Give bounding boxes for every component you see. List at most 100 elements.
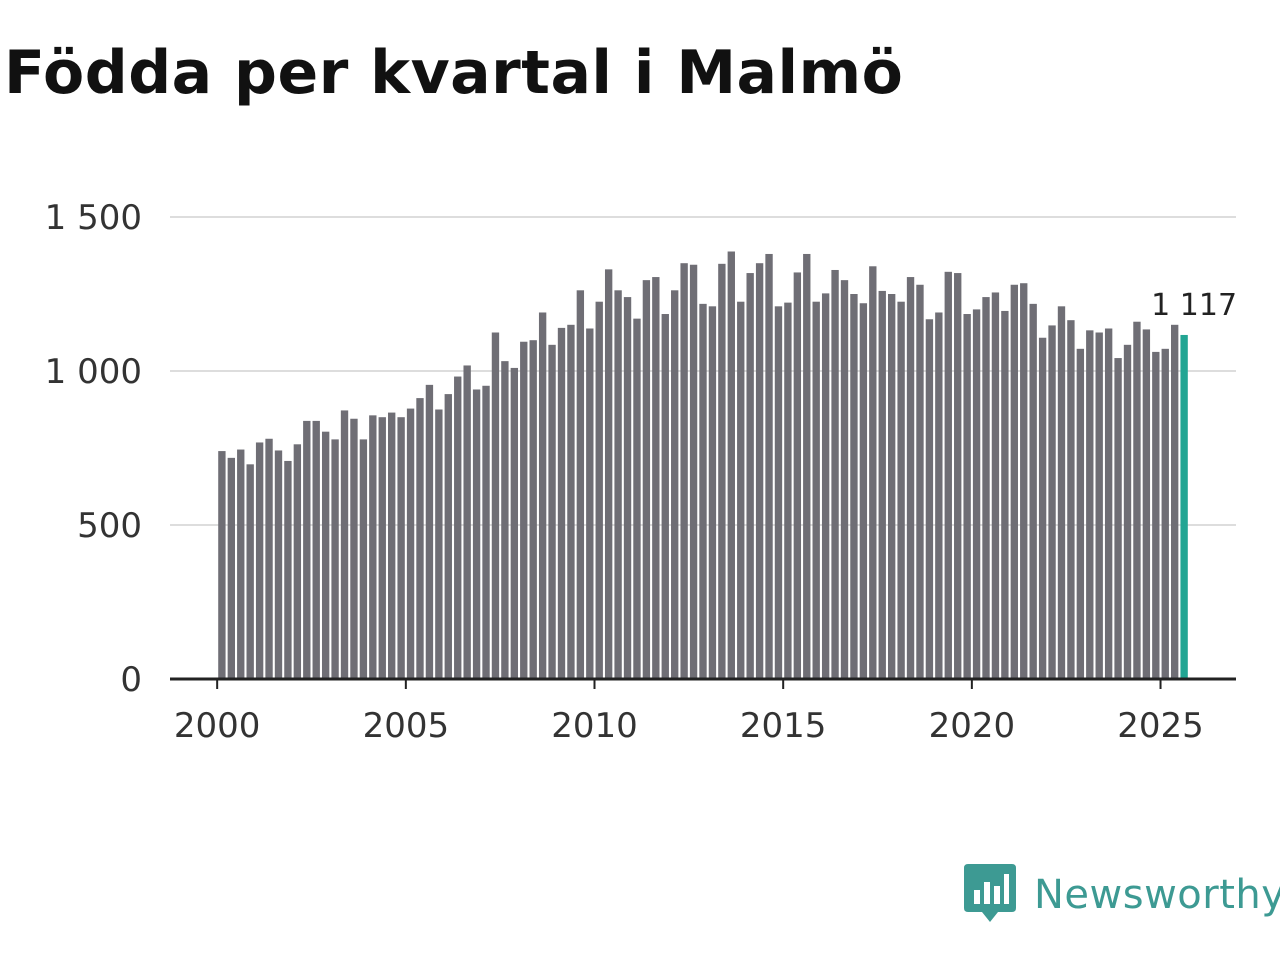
bar: [359, 439, 368, 679]
bar: [614, 290, 622, 679]
y-tick-label: 1 500: [45, 198, 142, 238]
bar: [340, 410, 349, 679]
bar: [831, 269, 839, 679]
bar: [718, 263, 726, 679]
bar: [1038, 337, 1047, 679]
bar: [1057, 306, 1066, 679]
bar: [1010, 284, 1018, 679]
bar: [284, 460, 292, 679]
bar: [944, 271, 952, 679]
bar: [567, 324, 575, 679]
bar-highlight: [1180, 334, 1188, 679]
bar: [510, 367, 519, 679]
bar: [331, 439, 339, 679]
bar: [472, 389, 481, 679]
bar: [218, 451, 226, 679]
bar: [1133, 321, 1141, 679]
y-tick-label: 500: [77, 506, 142, 546]
bar: [444, 394, 452, 679]
bar: [689, 264, 698, 679]
bar: [246, 464, 254, 679]
bar: [661, 314, 669, 679]
bar: [774, 306, 783, 679]
bar: [633, 318, 641, 679]
bar: [529, 340, 537, 679]
newsworthy-logo-text: Newsworthy: [1034, 872, 1280, 918]
bar: [482, 385, 490, 679]
bar: [265, 438, 273, 679]
y-tick-label: 1 000: [45, 352, 142, 392]
bar: [699, 303, 707, 679]
bar: [887, 294, 896, 679]
bar: [906, 277, 915, 679]
bar: [737, 301, 745, 679]
bar: [878, 290, 886, 679]
bar: [1171, 324, 1179, 679]
bar: [925, 319, 934, 679]
bar: [755, 263, 764, 679]
bar: [708, 306, 717, 679]
bar: [416, 398, 424, 679]
bar: [604, 269, 613, 679]
bar: [1001, 310, 1009, 679]
newsworthy-logo[interactable]: Newsworthy: [964, 864, 1280, 926]
x-tick-label: 2025: [1117, 706, 1204, 746]
bar: [1104, 328, 1113, 679]
bar: [538, 312, 547, 679]
bar: [378, 417, 386, 679]
bar: [1048, 325, 1056, 679]
bar: [680, 263, 688, 679]
bar: [369, 415, 377, 679]
axes: [170, 677, 1236, 689]
bar: [388, 412, 396, 679]
bar: [576, 290, 585, 679]
y-tick-label: 0: [120, 660, 142, 700]
bar: [350, 418, 358, 679]
bar: [812, 301, 820, 679]
bar: [557, 327, 566, 679]
bar: [652, 277, 660, 679]
bar: [1029, 303, 1037, 679]
bar: [671, 290, 679, 679]
bar: [869, 266, 877, 679]
bar: [642, 280, 651, 679]
bar: [397, 417, 405, 679]
bar: [595, 301, 603, 679]
bar: [982, 297, 990, 679]
bar: [463, 365, 471, 679]
bar: [237, 449, 245, 679]
bar: [916, 284, 924, 679]
bar: [935, 312, 943, 679]
bar: [454, 376, 462, 679]
x-tick-label: 2000: [174, 706, 261, 746]
bar: [274, 450, 283, 679]
x-tick-label: 2005: [363, 706, 450, 746]
bar: [435, 409, 443, 679]
bar: [425, 384, 434, 679]
bar: [1152, 351, 1160, 679]
labels: 0 500 1 000 1 500 1 117 2000 2005 2010 2015 2020 2…: [45, 198, 1237, 746]
bar: [321, 431, 330, 679]
bar: [954, 273, 962, 679]
bar: [821, 293, 830, 679]
x-tick-label: 2020: [929, 706, 1016, 746]
bar: [972, 309, 981, 679]
bars: [218, 251, 1188, 679]
bar: [1114, 358, 1122, 679]
bar: [227, 457, 235, 679]
bar: [1095, 332, 1103, 679]
bar: [840, 280, 849, 679]
bar: [963, 314, 971, 679]
bar: [1123, 344, 1132, 679]
bar: [1020, 283, 1028, 679]
bar: [803, 253, 811, 679]
bar: [623, 297, 632, 679]
bar: [1142, 329, 1151, 679]
x-tick-label: 2010: [551, 706, 638, 746]
bar: [793, 272, 802, 679]
bar: [501, 361, 509, 679]
bar: [727, 251, 735, 679]
bar: [784, 302, 792, 679]
bar: [1076, 348, 1085, 679]
